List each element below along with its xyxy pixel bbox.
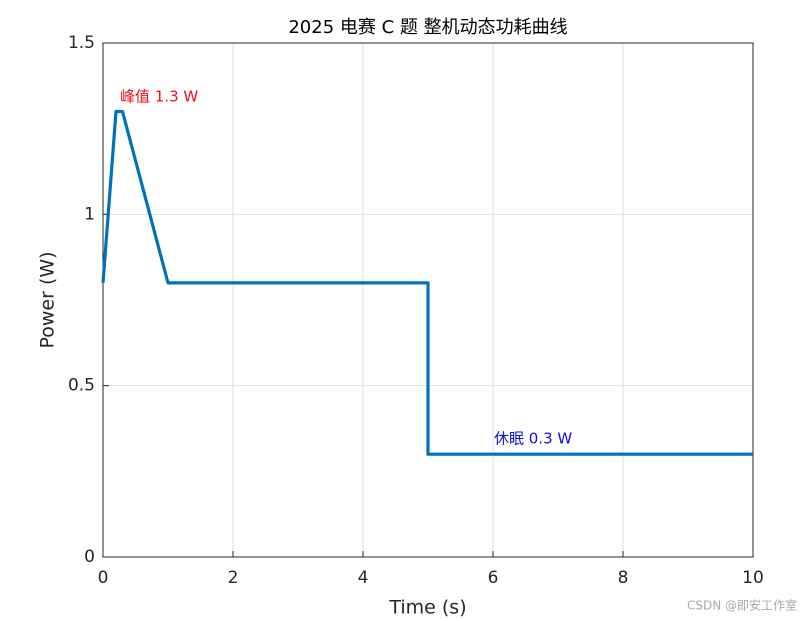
x-tick-label: 6: [488, 568, 499, 588]
y-tick-label: 1.5: [68, 33, 95, 53]
x-tick-label: 8: [618, 568, 629, 588]
x-tick-label: 4: [358, 568, 369, 588]
line-series: [101, 109, 753, 456]
x-tick-label: 0: [98, 568, 109, 588]
chart-title: 2025 电赛 C 题 整机动态功耗曲线: [288, 17, 567, 38]
x-tick-label: 2: [228, 568, 239, 588]
x-axis-label: Time (s): [388, 597, 466, 619]
axes-box: [102, 42, 754, 558]
y-tick-label: 0: [84, 547, 95, 567]
y-axis-label: Power (W): [37, 251, 59, 348]
watermark: CSDN @即安工作室: [687, 598, 797, 613]
y-tick-label: 0.5: [68, 376, 95, 396]
x-tick-label: 10: [742, 568, 764, 588]
annotation: 休眠 0.3 W: [494, 430, 572, 448]
annotation: 峰值 1.3 W: [120, 88, 198, 106]
y-tick-label: 1: [84, 204, 95, 224]
